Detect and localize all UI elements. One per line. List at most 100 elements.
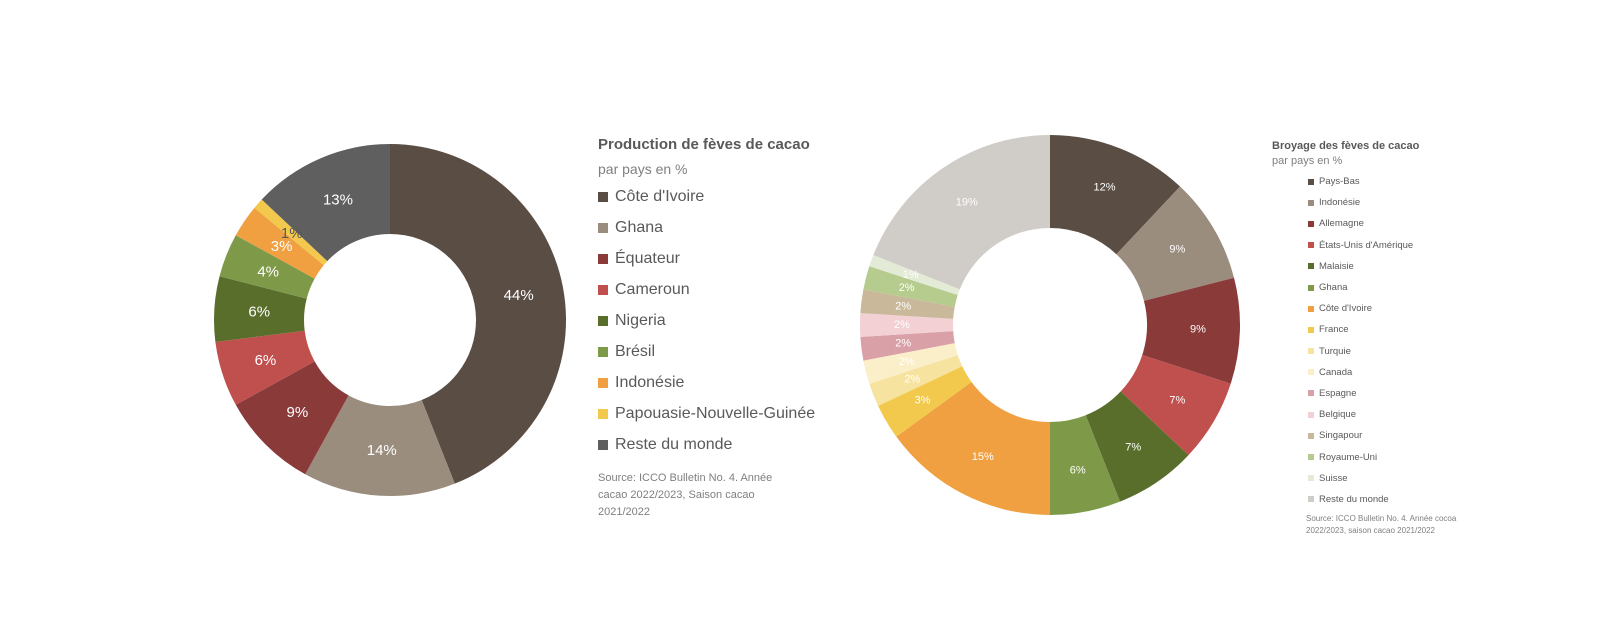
production-label-nigeria: 6% <box>248 303 270 320</box>
grinding-legend-label: Reste du monde <box>1319 493 1389 505</box>
grinding-chart-subtitle: par pays en % <box>1272 155 1343 167</box>
grinding-slice-malaisie <box>1085 391 1189 502</box>
grinding-legend-label: Indonésie <box>1319 197 1361 209</box>
production-legend-swatch <box>598 408 608 419</box>
production-label-indonesie: 3% <box>271 238 293 255</box>
production-legend-swatch <box>598 439 608 450</box>
grinding-slice-canada <box>863 343 958 384</box>
production-slice-cameroun <box>215 330 315 405</box>
grinding-legend-item-reste-du-monde: Reste du monde <box>1308 489 1492 510</box>
production-legend-item-reste-du-monde: Reste du monde <box>598 429 838 460</box>
grinding-legend-label: Suisse <box>1319 472 1348 484</box>
production-legend-swatch <box>598 284 608 295</box>
grinding-legend-label: Singapour <box>1319 430 1363 442</box>
grinding-legend-item-france: France <box>1308 319 1492 340</box>
grinding-label-ghana: 6% <box>1070 464 1086 476</box>
production-legend-list: Côte d'Ivoire Ghana Équateur Cameroun Nigeri… <box>598 181 838 460</box>
grinding-slice-espagne <box>860 331 955 361</box>
grinding-legend-swatch <box>1308 220 1314 227</box>
grinding-legend-item-turquie: Turquie <box>1308 341 1492 362</box>
production-legend-item-cameroun: Cameroun <box>598 274 838 305</box>
production-slice-equateur <box>235 361 349 475</box>
grinding-legend-item-royaume-uni: Royaume-Uni <box>1308 446 1492 467</box>
grinding-label-etats-unis-d-amerique: 7% <box>1169 394 1185 406</box>
grinding-slice-allemagne <box>1142 277 1240 384</box>
grinding-slice-belgique <box>860 313 954 337</box>
grinding-legend-label: Turquie <box>1319 345 1351 357</box>
grinding-legend-item-pays-bas: Pays-Bas <box>1308 171 1492 192</box>
grinding-legend-swatch <box>1308 263 1314 270</box>
production-legend-label: Ghana <box>615 218 664 236</box>
production-legend-label: Indonésie <box>615 373 685 391</box>
production-legend-item-papouasie-nouvelle-guinee: Papouasie-Nouvelle-Guinée <box>598 398 838 429</box>
grinding-slice-singapour <box>860 289 955 319</box>
production-label-reste-du-monde: 13% <box>323 191 353 208</box>
grinding-legend-swatch <box>1308 454 1314 461</box>
grinding-label-cote-d-ivoire: 15% <box>972 451 994 463</box>
grinding-legend-swatch <box>1308 475 1314 482</box>
grinding-legend-label: Allemagne <box>1319 218 1364 230</box>
grinding-legend-label: Royaume-Uni <box>1319 451 1378 463</box>
grinding-legend-label: Ghana <box>1319 282 1348 294</box>
grinding-slice-cote-d-ivoire <box>896 382 1050 515</box>
grinding-legend-label: Belgique <box>1319 409 1356 421</box>
grinding-label-pays-bas: 12% <box>1093 181 1115 193</box>
production-legend-label: Reste du monde <box>615 435 733 453</box>
grinding-label-france: 3% <box>915 394 931 406</box>
production-slice-papouasie-nouvelle-guinee <box>254 199 328 266</box>
grinding-legend-item-ghana: Ghana <box>1308 277 1492 298</box>
production-label-equateur: 9% <box>287 404 309 421</box>
grinding-legend-label: Malaisie <box>1319 260 1354 272</box>
grinding-legend-swatch <box>1308 305 1314 312</box>
grinding-legend-swatch <box>1308 242 1314 249</box>
production-legend-swatch <box>598 191 608 202</box>
grinding-legend-label: France <box>1319 324 1349 336</box>
grinding-label-belgique: 2% <box>894 319 910 331</box>
grinding-slice-turquie <box>869 354 963 406</box>
production-legend-item-ghana: Ghana <box>598 212 838 243</box>
grinding-legend-swatch <box>1308 411 1314 418</box>
grinding-chart-title: Broyage des fèves de cacao <box>1272 140 1420 152</box>
grinding-legend-label: États-Unis d'Amérique <box>1319 239 1414 251</box>
grinding-legend-swatch <box>1308 369 1314 376</box>
production-legend-item-indonesie: Indonésie <box>598 367 838 398</box>
grinding-slice-ghana <box>1050 415 1120 515</box>
production-legend-swatch <box>598 346 608 357</box>
grinding-legend-item-indonesie: Indonésie <box>1308 192 1492 213</box>
grinding-legend-label: Pays-Bas <box>1319 176 1360 188</box>
production-legend-item-nigeria: Nigeria <box>598 305 838 336</box>
grinding-slice-france <box>878 366 972 437</box>
production-legend-swatch <box>598 253 608 264</box>
grinding-label-indonesie: 9% <box>1169 244 1185 256</box>
grinding-legend-swatch <box>1308 178 1314 185</box>
production-legend-label: Côte d'Ivoire <box>615 187 705 205</box>
grinding-legend-label: Espagne <box>1319 387 1357 399</box>
grinding-legend-swatch <box>1308 326 1314 333</box>
grinding-label-allemagne: 9% <box>1190 324 1206 336</box>
grinding-legend-label: Côte d'Ivoire <box>1319 303 1373 315</box>
production-label-bresil: 4% <box>257 263 279 280</box>
grinding-donut-chart: 12%9%9%7%7%6%15%3%2%2%2%2%2%2%1%19% <box>860 135 1240 515</box>
production-donut-chart: 44% 14% 9% 6% 6% 4% 3%1% 13% <box>214 144 567 496</box>
production-label-ghana: 14% <box>367 442 397 459</box>
production-label-papouasie-nouvelle-guinee: 1% <box>281 225 303 242</box>
grinding-legend: Broyage des fèves de cacao par pays en %… <box>1272 140 1492 537</box>
production-chart-title: Production de fèves de cacao <box>598 136 810 153</box>
production-legend-item-equateur: Équateur <box>598 243 838 274</box>
grinding-label-malaisie: 7% <box>1125 441 1141 453</box>
grinding-slice-etats-unis-d-amerique <box>1120 354 1231 456</box>
grinding-legend-swatch <box>1308 199 1314 206</box>
production-slice-cote-d-ivoire <box>390 144 567 484</box>
grinding-slice-reste-du-monde <box>873 135 1050 290</box>
grinding-legend-item-singapour: Singapour <box>1308 425 1492 446</box>
production-source-note: Source: ICCO Bulletin No. 4. Année cacao… <box>598 472 773 518</box>
production-slice-indonesie <box>235 207 324 279</box>
production-legend-label: Papouasie-Nouvelle-Guinée <box>615 404 816 422</box>
production-label-cote-d-ivoire: 44% <box>504 287 534 304</box>
grinding-legend-label: Canada <box>1319 366 1353 378</box>
production-legend-item-bresil: Brésil <box>598 336 838 367</box>
grinding-slice-royaume-uni <box>863 266 958 307</box>
grinding-slice-suisse <box>869 255 960 296</box>
grinding-legend-swatch <box>1308 496 1314 503</box>
grinding-label-singapour: 2% <box>895 300 911 312</box>
